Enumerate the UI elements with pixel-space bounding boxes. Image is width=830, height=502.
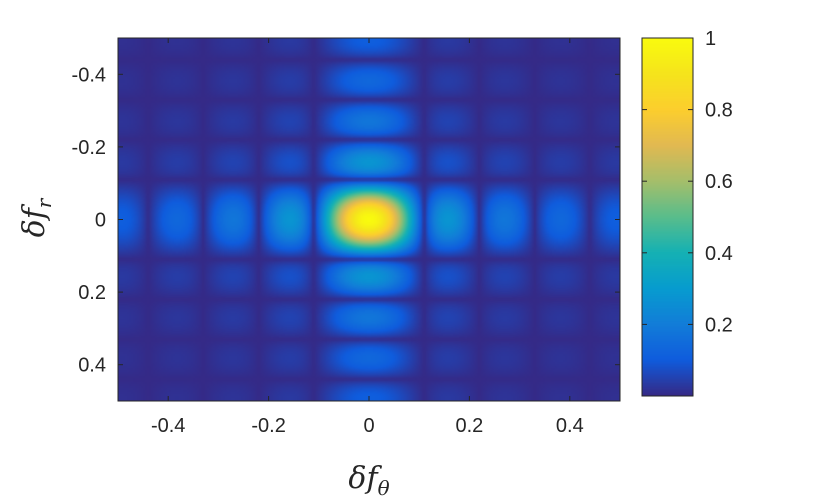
y-tick-label: 0 <box>95 210 106 232</box>
colorbar-tick-label: 0.2 <box>705 314 733 336</box>
y-tick-label: 0.2 <box>78 282 106 304</box>
x-tick-label: 0 <box>363 415 374 437</box>
y-tick-label: -0.2 <box>72 137 106 159</box>
x-tick-label: 0.4 <box>556 415 584 437</box>
y-tick-label: 0.4 <box>78 355 106 377</box>
x-axis-label: δfθ <box>348 461 389 500</box>
colorbar-tick-label: 0.8 <box>705 100 733 122</box>
x-tick-label: 0.2 <box>455 415 483 437</box>
colorbar-gradient <box>642 38 693 396</box>
colorbar-ticks: 0.2 0.4 0.6 0.8 1 <box>642 28 733 336</box>
x-tick-label: -0.2 <box>251 415 285 437</box>
colorbar-tick-label: 1 <box>705 28 716 50</box>
heatmap-image <box>118 38 620 401</box>
colorbar-tick-label: 0.4 <box>705 243 733 265</box>
y-axis-label: δfr <box>17 197 56 237</box>
x-tick-label: -0.4 <box>151 415 185 437</box>
y-axis-ticks: -0.4 -0.2 0 0.2 0.4 <box>72 64 620 377</box>
plot-area <box>117 37 621 402</box>
colorbar-frame <box>641 37 694 397</box>
colorbar: 0.2 0.4 0.6 0.8 1 <box>641 28 733 397</box>
colorbar-tick-label: 0.6 <box>705 171 733 193</box>
x-axis-ticks: -0.4 -0.2 0 0.2 0.4 <box>151 38 584 437</box>
y-tick-label: -0.4 <box>72 64 106 86</box>
